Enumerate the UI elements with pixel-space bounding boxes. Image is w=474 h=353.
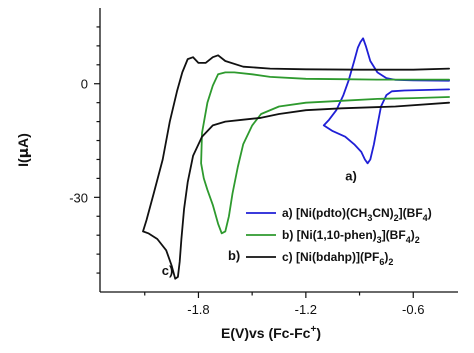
curve-annotation: b) [228,248,240,263]
legend-label-b: b) [Ni(1,10-phen)3](BF4)2 [282,228,420,245]
y-tick-label: 0 [81,77,88,92]
x-tick-label: -0.6 [402,302,424,317]
x-tick-label: -1.8 [187,302,209,317]
legend-label-a: a) [Ni(pdto)(CH3CN)2](BF4) [282,206,432,223]
y-axis-title: I(μA) [15,133,32,167]
legend: a) [Ni(pdto)(CH3CN)2](BF4) b) [Ni(1,10-ph… [246,206,432,267]
axes: -1.8 -1.2 -0.6 0 -30 E(V)vs (Fc-Fc+) I(μA) [15,8,458,341]
series-line-c [142,54,450,280]
curve-labels: a) b) c) [162,168,357,278]
series-line-b [200,71,450,235]
curve-annotation: a) [345,168,357,183]
legend-label-c: c) [Ni(bdahp)](PF6)2 [282,250,393,267]
y-tick-label: -30 [69,190,88,205]
x-axis-title: E(V)vs (Fc-Fc+) [221,324,321,341]
curves [142,37,450,280]
x-tick-label: -1.2 [295,302,317,317]
curve-annotation: c) [162,263,174,278]
series-line-a [322,37,450,165]
